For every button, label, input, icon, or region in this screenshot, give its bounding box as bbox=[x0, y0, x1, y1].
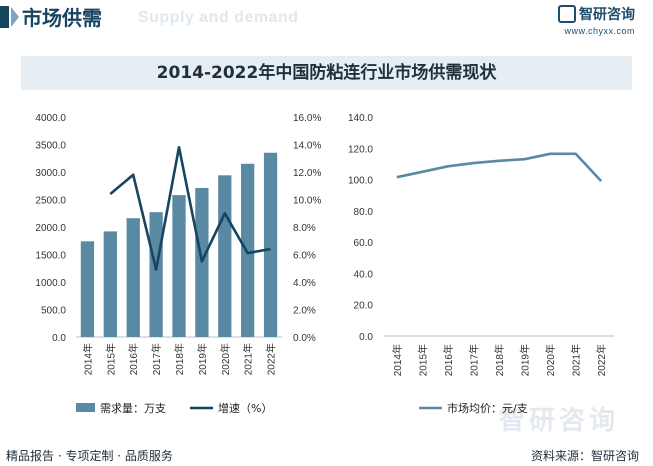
bar bbox=[149, 212, 163, 337]
brand-logo-icon bbox=[558, 5, 576, 23]
brand-name: 智研咨询 bbox=[579, 7, 635, 23]
chart-title: 2014-2022年中国防粘连行业市场供需现状 bbox=[156, 63, 497, 83]
price-axis-tick: 20.0 bbox=[354, 301, 374, 312]
header-accent-bar bbox=[0, 6, 9, 28]
bar bbox=[126, 218, 140, 337]
price-x-tick-label: 2014年 bbox=[391, 344, 404, 376]
header-chevron-icon bbox=[11, 7, 19, 27]
price-x-tick-label: 2022年 bbox=[595, 344, 608, 376]
left-axis-tick: 0.0 bbox=[52, 333, 66, 344]
right-axis-tick: 0.0% bbox=[293, 333, 316, 344]
header: Supply and demand 市场供需 智研咨询 www.chyxx.co… bbox=[0, 0, 653, 36]
price-x-tick-label: 2016年 bbox=[442, 344, 455, 376]
price-axis-tick: 120.0 bbox=[348, 144, 373, 155]
price-x-tick-label: 2021年 bbox=[570, 344, 583, 376]
page-title: 市场供需 bbox=[22, 6, 102, 30]
bar bbox=[103, 231, 117, 337]
x-tick-label: 2022年 bbox=[265, 343, 278, 375]
brand: 智研咨询 www.chyxx.com bbox=[558, 4, 635, 36]
x-tick-label: 2015年 bbox=[104, 343, 117, 375]
price-axis-tick: 140.0 bbox=[348, 113, 373, 124]
legend-swatch-demand bbox=[76, 403, 95, 412]
price-x-tick-label: 2017年 bbox=[467, 344, 480, 376]
left-axis-tick: 500.0 bbox=[41, 306, 66, 317]
right-axis-tick: 10.0% bbox=[293, 196, 321, 207]
bar bbox=[263, 152, 278, 337]
left-axis-tick: 2500.0 bbox=[35, 196, 66, 207]
watermark: 智研咨询 bbox=[498, 406, 619, 436]
price-axis-tick: 80.0 bbox=[354, 207, 374, 218]
right-axis-tick: 14.0% bbox=[293, 141, 321, 152]
bar bbox=[80, 241, 95, 337]
x-tick-label: 2021年 bbox=[242, 343, 255, 375]
price-x-tick-label: 2020年 bbox=[544, 344, 557, 376]
footer-slogan: 精品报告 · 专项定制 · 品质服务 bbox=[6, 449, 173, 463]
x-tick-label: 2020年 bbox=[219, 343, 232, 375]
left-axis-tick: 1500.0 bbox=[35, 251, 66, 262]
footer-source: 资料来源：智研咨询 bbox=[530, 449, 639, 463]
growth-rate-line bbox=[109, 146, 271, 271]
price-x-tick-label: 2018年 bbox=[493, 344, 506, 376]
right-axis-tick: 8.0% bbox=[293, 223, 316, 234]
x-tick-label: 2016年 bbox=[127, 343, 140, 375]
right-axis-tick: 6.0% bbox=[293, 251, 316, 262]
price-axis-tick: 60.0 bbox=[354, 238, 374, 249]
right-axis-tick: 12.0% bbox=[293, 168, 321, 179]
chart-title-band: 2014-2022年中国防粘连行业市场供需现状 bbox=[21, 56, 632, 90]
left-axis-tick: 4000.0 bbox=[35, 113, 66, 124]
x-tick-label: 2019年 bbox=[196, 343, 209, 375]
x-tick-label: 2018年 bbox=[173, 343, 186, 375]
left-axis-tick: 3000.0 bbox=[35, 168, 66, 179]
price-axis-tick: 100.0 bbox=[348, 176, 373, 187]
right-axis-tick: 2.0% bbox=[293, 306, 316, 317]
header-subtitle: Supply and demand bbox=[138, 9, 299, 26]
legend-label-price: 市场均价：元/支 bbox=[447, 401, 528, 415]
legend-label-growth: 增速（%） bbox=[218, 401, 272, 415]
bar bbox=[241, 163, 255, 337]
left-axis-tick: 2000.0 bbox=[35, 223, 66, 234]
price-axis-tick: 0.0 bbox=[359, 332, 373, 343]
legend-label-demand: 需求量：万支 bbox=[100, 402, 166, 415]
footer: 精品报告 · 专项定制 · 品质服务 资料来源：智研咨询 bbox=[0, 441, 653, 466]
bar bbox=[172, 195, 186, 337]
bar bbox=[218, 175, 232, 337]
right-axis-tick: 4.0% bbox=[293, 278, 316, 289]
price-axis-tick: 40.0 bbox=[354, 269, 374, 280]
x-tick-label: 2017年 bbox=[150, 343, 163, 375]
price-x-tick-label: 2019年 bbox=[519, 344, 532, 376]
price-line bbox=[396, 152, 603, 182]
right-axis-tick: 16.0% bbox=[293, 113, 321, 124]
left-axis-tick: 1000.0 bbox=[35, 278, 66, 289]
x-tick-label: 2014年 bbox=[81, 343, 94, 375]
brand-url: www.chyxx.com bbox=[564, 26, 635, 36]
left-axis-tick: 3500.0 bbox=[35, 141, 66, 152]
price-x-tick-label: 2015年 bbox=[416, 344, 429, 376]
